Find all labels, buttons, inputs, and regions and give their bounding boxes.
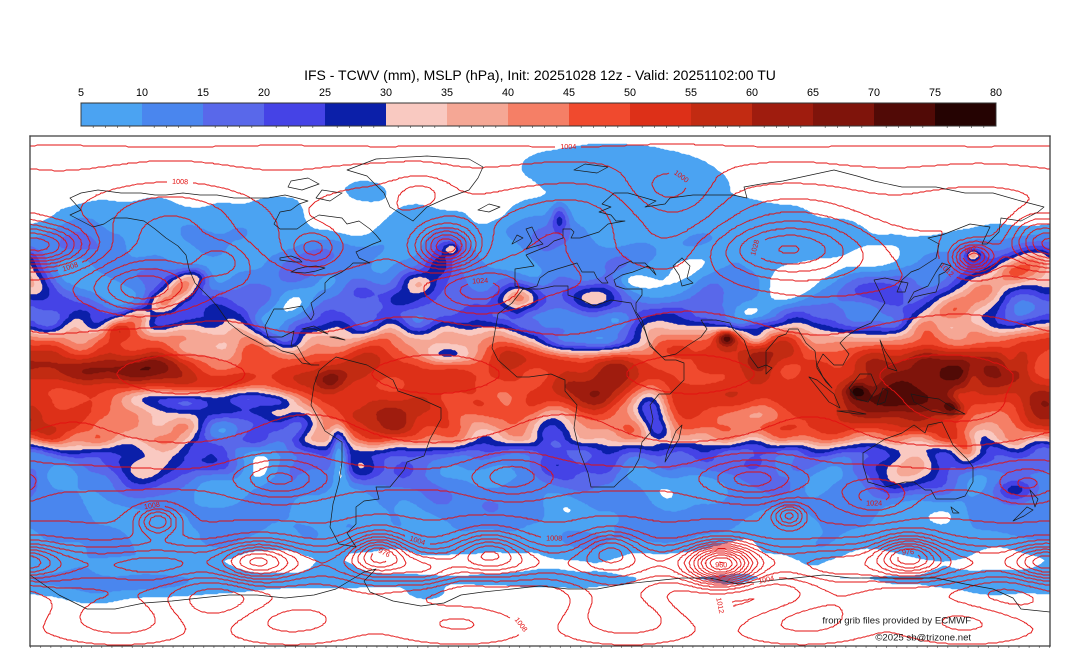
svg-text:1008: 1008 <box>172 177 188 187</box>
svg-text:35: 35 <box>441 87 453 99</box>
svg-text:1004: 1004 <box>560 142 576 151</box>
svg-text:40: 40 <box>502 87 514 99</box>
svg-text:25: 25 <box>319 87 331 99</box>
svg-text:1024: 1024 <box>472 276 488 286</box>
svg-text:1028: 1028 <box>748 239 761 257</box>
svg-text:10: 10 <box>136 87 148 99</box>
svg-text:70: 70 <box>868 87 880 99</box>
svg-text:992: 992 <box>964 244 978 256</box>
svg-text:65: 65 <box>807 87 819 99</box>
svg-text:1004: 1004 <box>757 573 775 585</box>
svg-text:from grib files provided by EC: from grib files provided by ECMWF <box>822 616 971 627</box>
svg-text:15: 15 <box>197 87 209 99</box>
svg-text:1008: 1008 <box>143 500 160 512</box>
svg-text:976: 976 <box>902 547 914 557</box>
svg-text:1008: 1008 <box>546 534 562 543</box>
svg-text:1024: 1024 <box>866 498 882 507</box>
svg-text:20: 20 <box>258 87 270 99</box>
svg-text:IFS - TCWV (mm), MSLP (hPa), I: IFS - TCWV (mm), MSLP (hPa), Init: 20251… <box>304 67 776 83</box>
svg-text:960: 960 <box>715 560 727 569</box>
svg-text:75: 75 <box>929 87 941 99</box>
svg-text:60: 60 <box>746 87 758 99</box>
svg-text:5: 5 <box>78 87 84 99</box>
svg-text:©2025 sb@trizone.net: ©2025 sb@trizone.net <box>875 633 971 644</box>
svg-text:1012: 1012 <box>714 597 726 614</box>
svg-text:45: 45 <box>563 87 575 99</box>
svg-text:30: 30 <box>380 87 392 99</box>
svg-text:80: 80 <box>990 87 1002 99</box>
svg-text:55: 55 <box>685 87 697 99</box>
svg-text:50: 50 <box>624 87 636 99</box>
